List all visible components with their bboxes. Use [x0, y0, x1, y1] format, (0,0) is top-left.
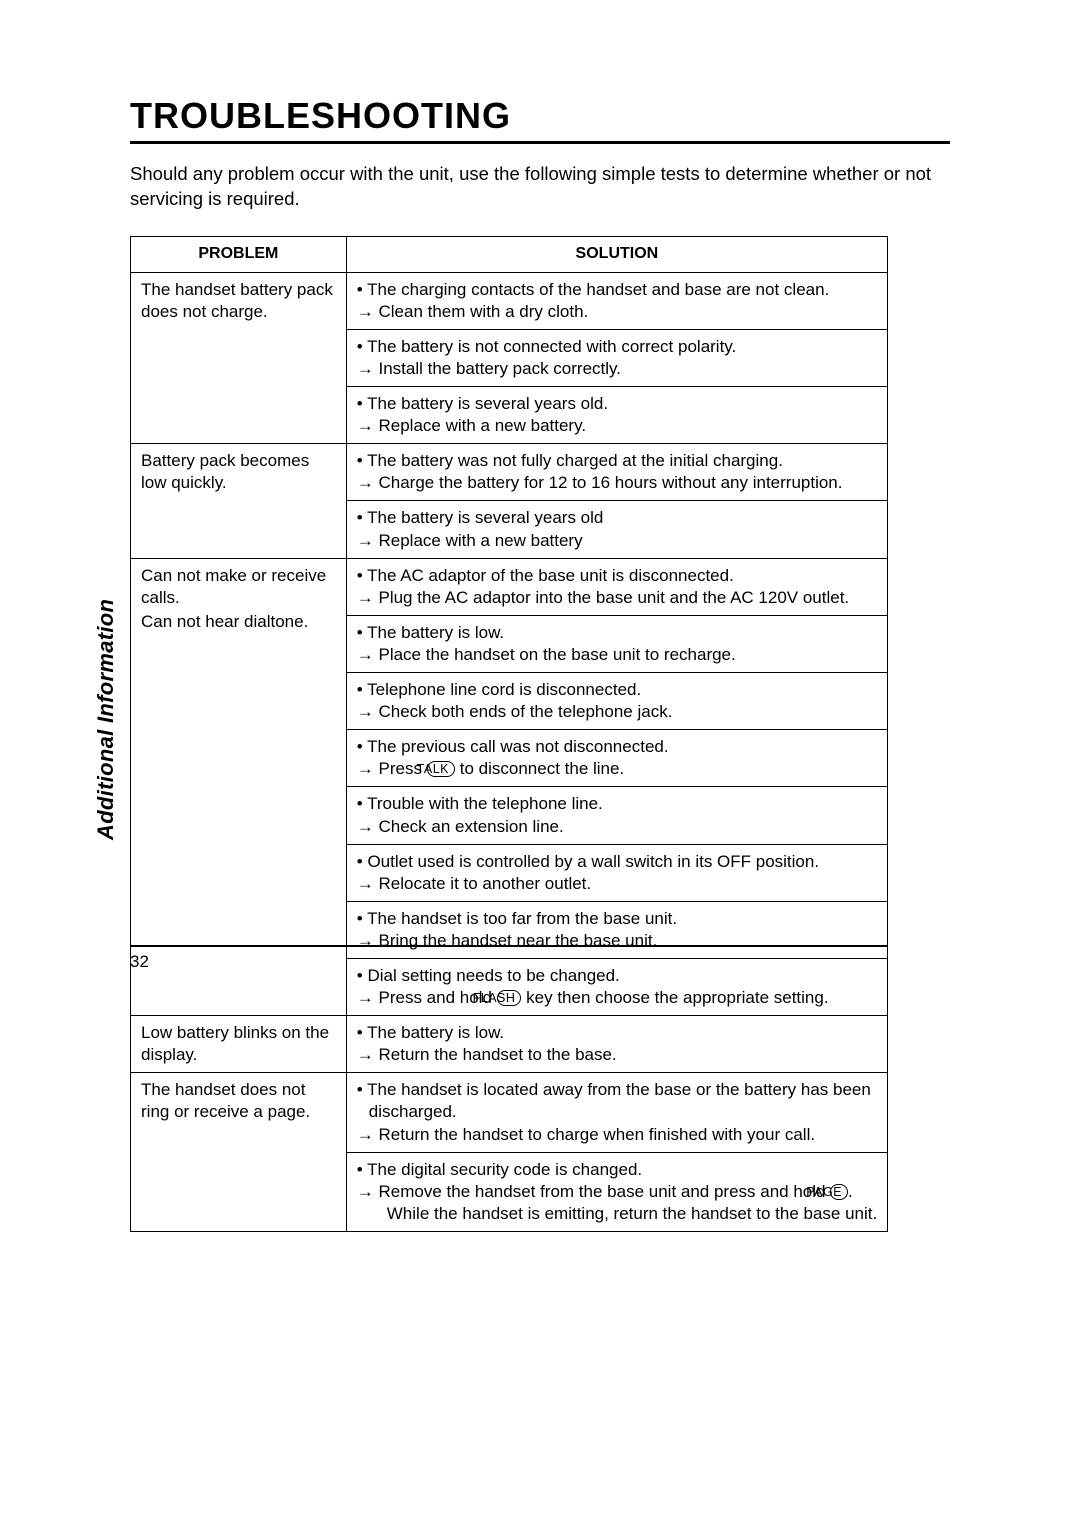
page-number: 32: [130, 952, 149, 972]
troubleshooting-table: PROBLEM SOLUTION The handset battery pac…: [130, 236, 888, 1232]
problem-cell: The handset does not ring or receive a p…: [131, 1073, 347, 1232]
footer-rule: [130, 945, 888, 947]
solution-cell: • The battery is several years old→ Repl…: [346, 501, 887, 558]
problem-cell: Low battery blinks on the display.: [131, 1016, 347, 1073]
flash-key-icon: FLASH: [497, 990, 522, 1006]
solution-cell: • The battery is low.→ Place the handset…: [346, 615, 887, 672]
solution-cell: • The handset is located away from the b…: [346, 1073, 887, 1152]
solution-cell: • Trouble with the telephone line.→ Chec…: [346, 787, 887, 844]
solution-cell: • Outlet used is controlled by a wall sw…: [346, 844, 887, 901]
col-header-problem: PROBLEM: [131, 236, 347, 272]
problem-cell: Can not make or receive calls.Can not he…: [131, 558, 347, 1016]
solution-cell: • Dial setting needs to be changed.→ Pre…: [346, 958, 887, 1015]
problem-cell: The handset battery pack does not charge…: [131, 272, 347, 444]
solution-cell: • The battery is not connected with corr…: [346, 329, 887, 386]
page-title: TROUBLESHOOTING: [130, 95, 950, 144]
talk-key-icon: TALK: [427, 761, 455, 777]
solution-cell: • Telephone line cord is disconnected.→ …: [346, 673, 887, 730]
solution-cell: • The handset is too far from the base u…: [346, 901, 887, 958]
solution-cell: • The battery is several years old.→ Rep…: [346, 387, 887, 444]
solution-cell: • The battery is low.→ Return the handse…: [346, 1016, 887, 1073]
page-key-icon: PAGE: [830, 1184, 848, 1200]
section-tab-label: Additional Information: [93, 599, 119, 840]
solution-cell: • The previous call was not disconnected…: [346, 730, 887, 787]
solution-cell: • The battery was not fully charged at t…: [346, 444, 887, 501]
solution-cell: • The digital security code is changed.→…: [346, 1152, 887, 1231]
col-header-solution: SOLUTION: [346, 236, 887, 272]
solution-cell: • The AC adaptor of the base unit is dis…: [346, 558, 887, 615]
intro-text: Should any problem occur with the unit, …: [130, 162, 950, 212]
solution-cell: • The charging contacts of the handset a…: [346, 272, 887, 329]
problem-cell: Battery pack becomes low quickly.: [131, 444, 347, 558]
